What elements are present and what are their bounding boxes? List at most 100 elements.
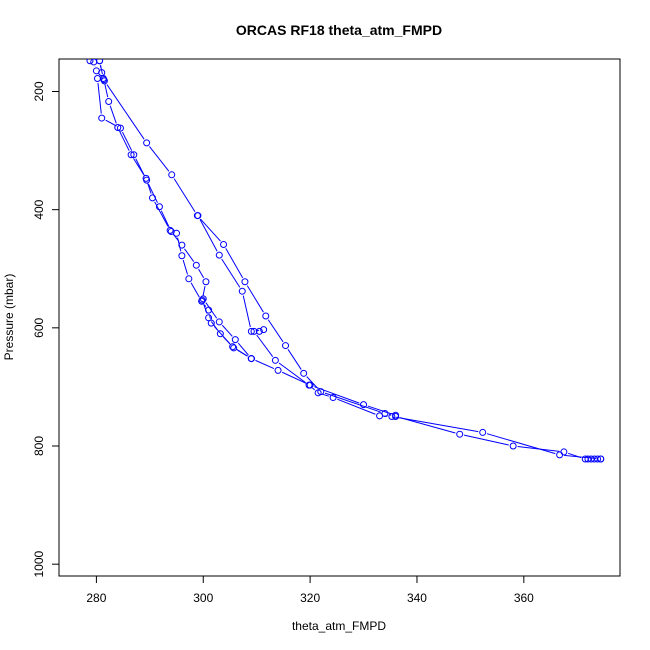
series-line-segment — [399, 417, 456, 434]
data-point-marker — [220, 241, 228, 249]
plot-series-group — [86, 59, 605, 463]
data-point-marker — [376, 412, 384, 420]
data-point-marker — [198, 296, 206, 304]
data-point-marker — [90, 59, 98, 66]
series-line-segment — [172, 233, 180, 242]
series-line-segment — [182, 259, 189, 275]
series-line-segment — [237, 349, 248, 357]
series-line-segment — [154, 201, 169, 227]
series-line-segment — [105, 119, 117, 127]
data-point-marker — [178, 241, 186, 249]
data-point-marker — [216, 330, 224, 338]
data-point-marker — [215, 318, 223, 326]
data-point-marker — [98, 114, 106, 122]
series-line-segment — [198, 268, 205, 279]
plot-frame — [58, 58, 621, 577]
series-line-segment — [204, 304, 207, 307]
series-line-segment — [221, 324, 233, 337]
data-point-marker — [207, 319, 215, 327]
series-line-segment — [256, 334, 274, 358]
x-tick-label: 320 — [300, 591, 320, 605]
series-line-segment — [396, 416, 479, 433]
data-point-marker — [114, 124, 122, 132]
series-line-segment — [173, 178, 196, 213]
series-line-segment — [184, 248, 195, 262]
y-tick-label: 800 — [32, 436, 46, 456]
data-point-marker — [116, 124, 124, 132]
data-point-marker — [192, 261, 200, 269]
data-point-marker — [509, 442, 517, 450]
data-point-marker — [597, 455, 605, 463]
data-point-marker — [86, 59, 94, 65]
data-point-marker — [93, 74, 101, 82]
series-line-segment — [337, 398, 376, 415]
data-point-marker — [143, 139, 151, 147]
y-tick-label: 200 — [32, 81, 46, 101]
y-tick-label: 1000 — [32, 551, 46, 578]
data-point-marker — [185, 275, 193, 283]
data-point-marker — [149, 194, 156, 202]
series-line-segment — [97, 82, 102, 114]
data-point-marker — [392, 411, 400, 419]
data-point-marker — [241, 278, 249, 286]
data-point-marker — [194, 212, 202, 220]
data-point-marker — [388, 412, 396, 420]
series-line-segment — [200, 218, 221, 242]
data-point-marker — [282, 342, 290, 350]
series-line-segment — [122, 131, 133, 151]
x-tick-label: 360 — [514, 591, 534, 605]
series-line-segment — [267, 319, 284, 343]
series-line-segment — [160, 210, 170, 228]
x-axis-label: theta_atm_FMPD — [292, 619, 386, 633]
chart-title: ORCAS RF18 theta_atm_FMPD — [236, 22, 442, 38]
data-point-marker — [205, 314, 213, 322]
series-line-segment — [367, 405, 392, 415]
series-line-segment — [190, 282, 200, 298]
series-line-segment — [148, 183, 158, 203]
series-line-segment — [281, 371, 307, 384]
data-point-marker — [105, 98, 113, 106]
data-point-marker — [479, 428, 487, 436]
data-point-marker — [127, 151, 135, 159]
data-point-marker — [594, 455, 602, 463]
series-line-segment — [246, 285, 264, 313]
series-line-segment — [104, 83, 109, 98]
series-line-segment — [255, 359, 275, 370]
data-point-marker — [560, 448, 568, 456]
data-point-marker — [231, 336, 239, 344]
series-line-segment — [486, 433, 556, 455]
y-axis: 200 400 600 800 1000 — [32, 81, 59, 578]
data-point-marker — [100, 77, 108, 85]
data-point-marker — [271, 356, 279, 364]
data-point-marker — [314, 389, 322, 397]
x-tick-label: 300 — [193, 591, 213, 605]
series-line-segment — [133, 158, 145, 175]
data-point-marker — [238, 287, 246, 295]
data-point-marker — [230, 344, 238, 352]
series-line-segment — [564, 454, 597, 460]
data-point-marker — [229, 343, 237, 351]
data-point-marker — [178, 252, 186, 260]
data-point-marker — [250, 327, 258, 335]
series-line-segment — [149, 146, 170, 172]
series-line-segment — [199, 219, 218, 252]
x-tick-label: 340 — [407, 591, 427, 605]
series-line-segment — [242, 295, 251, 328]
data-point-marker — [215, 251, 223, 259]
data-point-marker — [247, 327, 255, 335]
data-point-marker — [260, 326, 268, 334]
data-point-marker — [255, 327, 263, 335]
series-line-segment — [314, 386, 360, 404]
plot-area — [86, 59, 605, 463]
series-line-segment — [119, 131, 130, 151]
data-point-marker — [274, 366, 282, 374]
y-tick-label: 600 — [32, 318, 46, 338]
data-point-marker — [306, 381, 314, 389]
series-line-segment — [464, 434, 509, 446]
data-point-marker — [168, 171, 176, 179]
data-point-marker — [556, 451, 564, 459]
x-tick-label: 280 — [86, 591, 106, 605]
y-axis-label: Pressure (mbar) — [2, 274, 16, 361]
series-line-segment — [210, 321, 219, 331]
